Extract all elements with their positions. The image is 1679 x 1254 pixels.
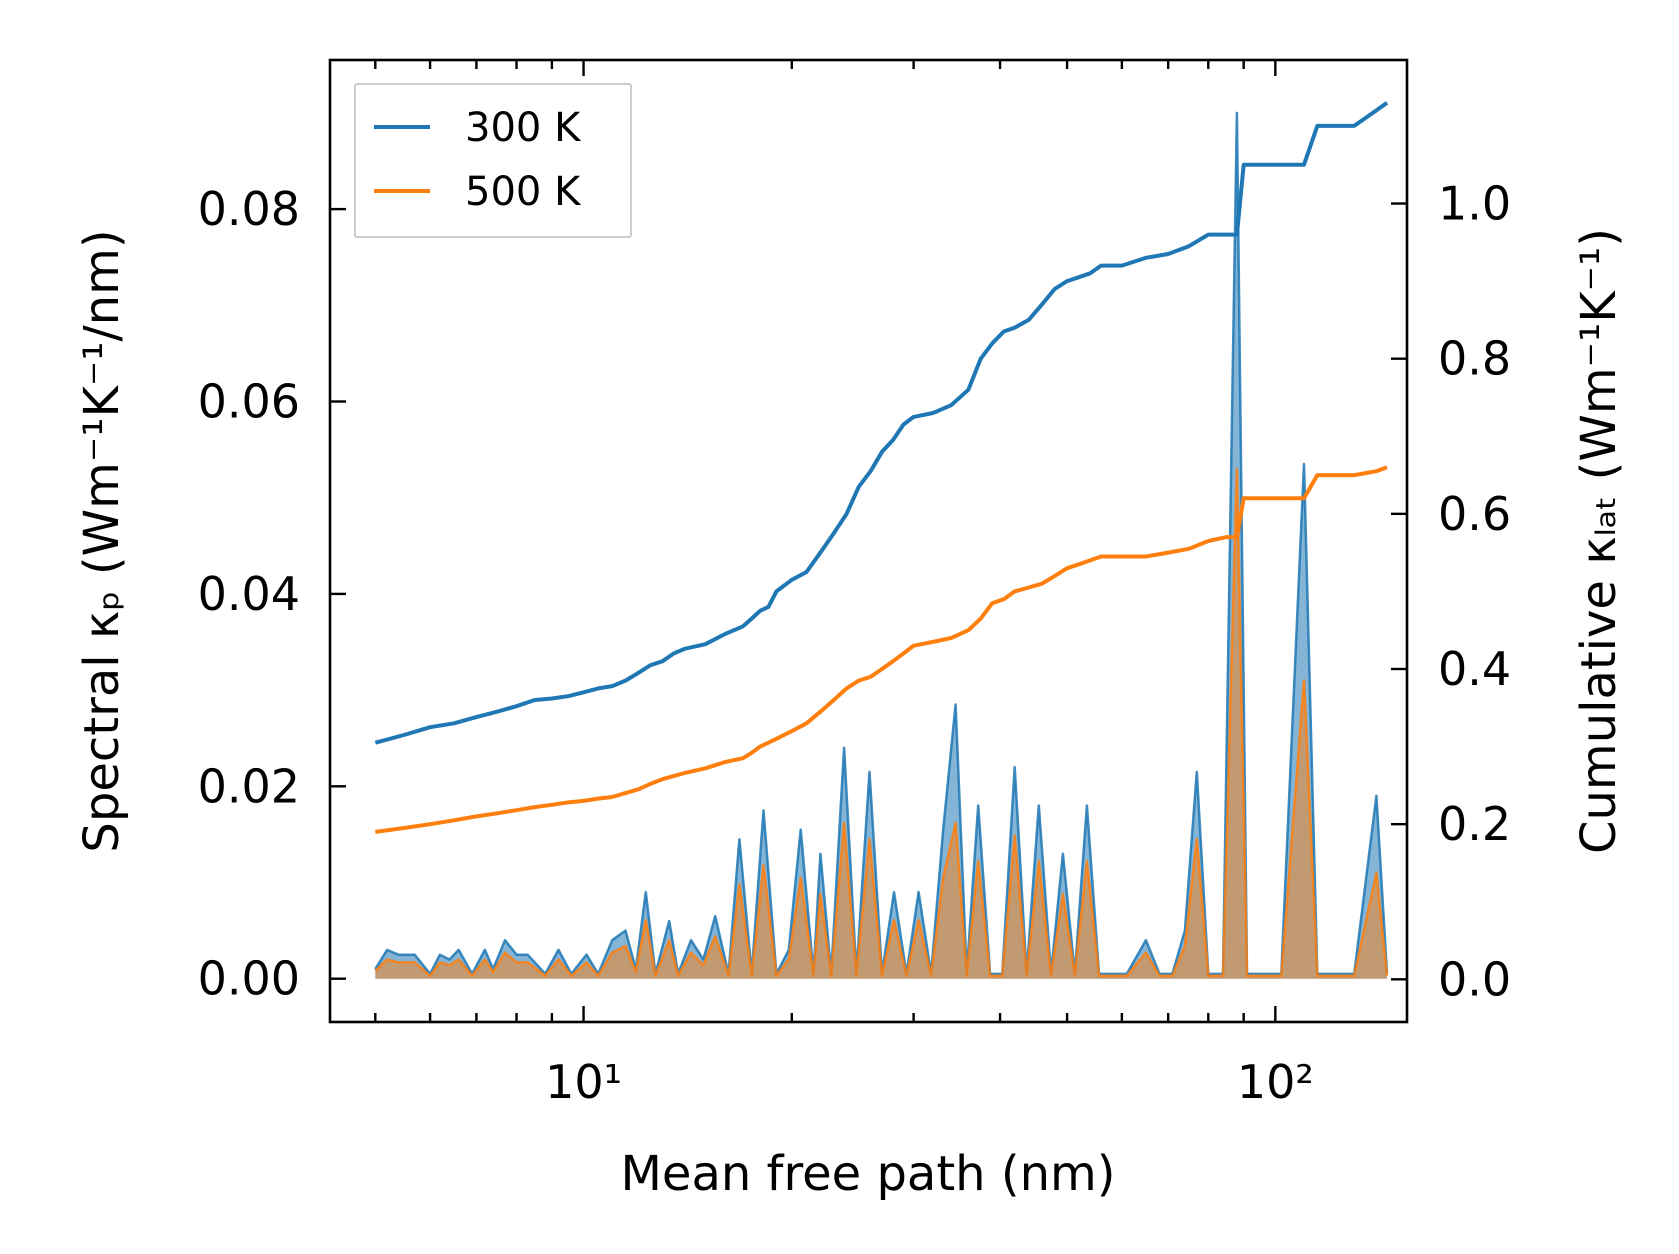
legend-box xyxy=(354,83,632,238)
x-axis-title: Mean free path (nm) xyxy=(621,1146,1116,1202)
legend: 300 K 500 K xyxy=(354,83,632,238)
y-right-tick-label: 0.0 xyxy=(1438,952,1511,1006)
y-right-tick-label: 0.6 xyxy=(1438,487,1511,541)
spectral-line-500k xyxy=(374,467,1389,978)
y-right-tick-label: 1.0 xyxy=(1438,177,1511,231)
legend-label-300k: 300 K xyxy=(465,105,582,151)
x-tick-label: 10¹ xyxy=(545,1055,622,1109)
x-tick-label: 10² xyxy=(1237,1055,1314,1109)
legend-label-500k: 500 K xyxy=(465,169,582,215)
y-axis-left-title: Spectral κₚ (Wm⁻¹K⁻¹/nm) xyxy=(74,229,130,852)
spectral-fills xyxy=(374,111,1389,979)
y-right-tick-label: 0.2 xyxy=(1438,797,1511,851)
spectral-line-300k xyxy=(374,111,1389,976)
y-left-tick-label: 0.00 xyxy=(198,952,300,1006)
y-left-tick-label: 0.06 xyxy=(198,375,300,429)
data-lines xyxy=(374,101,1389,834)
cumulative-line-300k xyxy=(374,101,1389,745)
axis-ticks xyxy=(330,60,1407,1022)
tick-labels: 10¹ 10² 0.00 0.02 0.04 0.06 0.08 0.0 0.2 0.4 0.6 0.… xyxy=(198,177,1512,1109)
y-left-tick-label: 0.08 xyxy=(198,182,300,236)
cumulative-line-500k xyxy=(375,465,1388,834)
y-left-tick-label: 0.04 xyxy=(198,567,300,621)
plot-frame xyxy=(328,58,1409,1024)
y-right-tick-label: 0.8 xyxy=(1438,332,1511,386)
y-right-tick-label: 0.4 xyxy=(1438,642,1511,696)
y-axis-right-title: Cumulative κₗₐₜ (Wm⁻¹K⁻¹) xyxy=(1571,228,1627,854)
y-left-tick-label: 0.02 xyxy=(198,759,300,813)
